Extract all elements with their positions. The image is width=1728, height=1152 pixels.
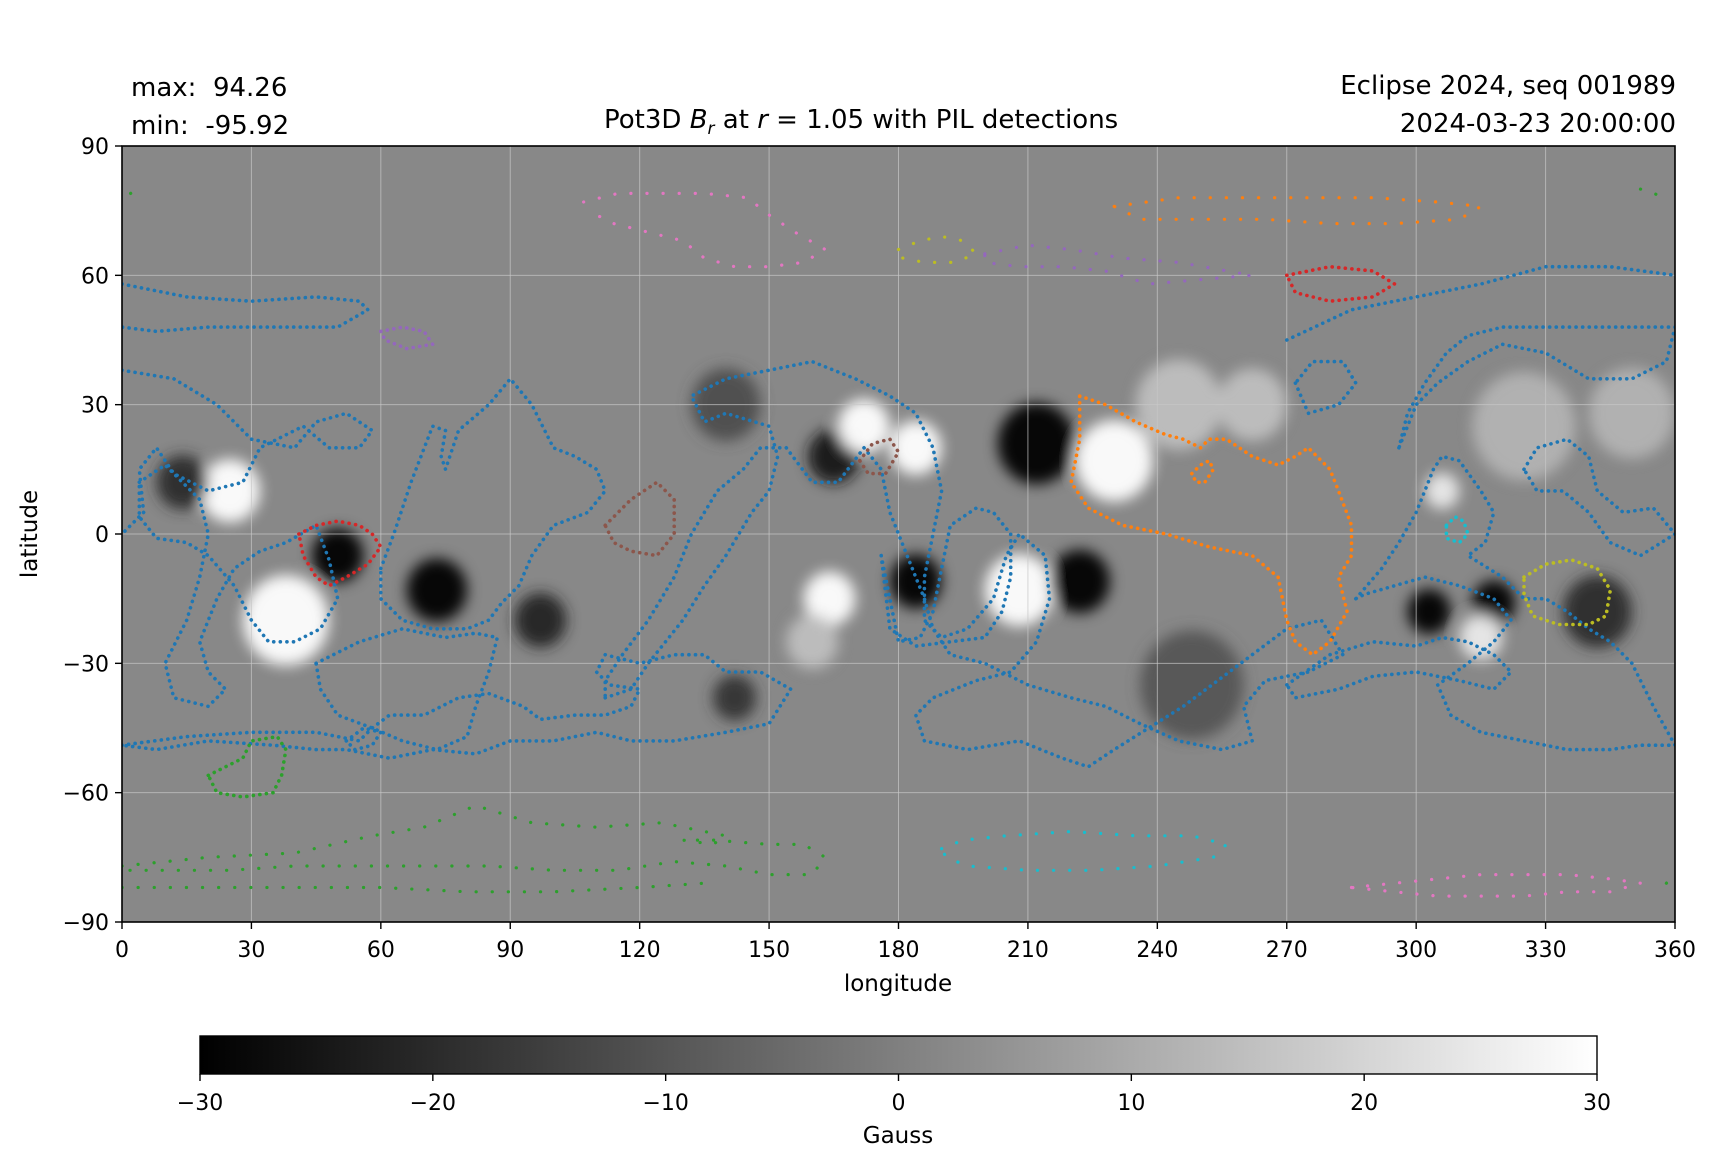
pil-contour <box>1444 514 1470 545</box>
pil-contour <box>603 480 677 558</box>
x-tick-label: 270 <box>1266 938 1308 963</box>
y-tick-label: 0 <box>95 523 109 548</box>
pil-contour <box>1397 325 1675 450</box>
colorbar-axis: −30 −20 −10 0 10 20 30 <box>177 1074 1611 1116</box>
pil-contour <box>122 368 375 536</box>
pil-contour <box>1285 264 1397 304</box>
y-tick-label: −90 <box>63 911 109 936</box>
pil-contour <box>378 376 608 631</box>
chart-title: Pot3D Br at r = 1.05 with PIL detections <box>604 107 1118 138</box>
pil-contour <box>1069 394 1354 657</box>
pil-contour <box>1285 264 1675 342</box>
pil-contour <box>857 437 901 476</box>
field-blob <box>1075 419 1154 502</box>
field-blob <box>803 571 856 626</box>
pil-contour <box>122 652 793 761</box>
y-tick-label: −30 <box>63 652 109 677</box>
info-line1: Eclipse 2024, seq 001989 <box>1340 71 1676 101</box>
colorbar-tick-label: 10 <box>1117 1091 1145 1116</box>
colorbar-tick-label: −30 <box>177 1091 223 1116</box>
colorbar-tick-label: 20 <box>1350 1091 1378 1116</box>
colorbar-tick-label: 0 <box>892 1091 906 1116</box>
pil-contour <box>1293 359 1358 416</box>
colorbar <box>199 1035 1598 1075</box>
x-tick-label: 60 <box>367 938 395 963</box>
x-tick-label: 30 <box>237 938 265 963</box>
field-blob <box>838 399 890 454</box>
pil-contour <box>1190 458 1216 485</box>
title-text: Pot3D Br at r = 1.05 with PIL detections <box>604 105 1119 140</box>
x-tick-label: 90 <box>496 938 524 963</box>
field-blob <box>1049 549 1110 614</box>
pil-contour <box>378 325 435 351</box>
field-blob <box>786 614 839 669</box>
y-axis-label: latitude <box>17 490 43 578</box>
x-tick-label: 210 <box>1007 938 1049 963</box>
colorbar-tick-label: −20 <box>410 1091 456 1116</box>
field-blob <box>242 574 330 666</box>
field-blob <box>1588 367 1675 459</box>
field-blob <box>156 455 209 510</box>
field-blob <box>311 528 364 583</box>
pil-contour <box>297 519 383 588</box>
pil-contour <box>879 506 1013 648</box>
x-axis: 0 30 60 90 120 150 180 210 240 270 300 330 360 <box>115 922 1696 963</box>
max-value: 94.26 <box>212 73 288 103</box>
y-tick-label: 90 <box>81 135 109 160</box>
pil-contour <box>1349 872 1643 898</box>
field-blob <box>997 402 1076 485</box>
field-blob <box>889 420 942 475</box>
pil-contour <box>1522 437 1675 558</box>
x-tick-label: 150 <box>748 938 790 963</box>
x-tick-label: 240 <box>1136 938 1178 963</box>
field-blob <box>1140 630 1244 740</box>
x-tick-label: 120 <box>619 938 661 963</box>
field-blob <box>1424 472 1460 510</box>
field-blob <box>406 558 468 622</box>
x-tick-label: 360 <box>1654 938 1696 963</box>
pil-contour <box>137 463 340 709</box>
field-blob <box>1472 580 1516 626</box>
y-axis: −90 −60 −30 0 30 60 90 <box>63 135 122 936</box>
pil-contour <box>122 282 370 334</box>
x-tick-label: 300 <box>1395 938 1437 963</box>
grid <box>122 146 1675 922</box>
x-tick-label: 330 <box>1525 938 1567 963</box>
colorbar-tick-label: 30 <box>1583 1091 1611 1116</box>
min-value: -95.92 <box>205 111 290 141</box>
pil-contour <box>1285 635 1513 700</box>
x-tick-label: 180 <box>878 938 920 963</box>
x-axis-label: longitude <box>844 971 952 997</box>
field-blob <box>713 675 757 721</box>
info-line2: 2024-03-23 20:00:00 <box>1399 109 1676 139</box>
x-tick-label: 0 <box>115 938 129 963</box>
field-blob <box>1407 588 1451 635</box>
field-blob <box>1459 614 1503 661</box>
max-label: max: 94.26 <box>131 73 288 103</box>
colorbar-tick-label: −10 <box>642 1091 688 1116</box>
pil-contour <box>206 734 288 799</box>
pil-contour <box>603 359 1345 769</box>
pil-contour <box>344 726 383 752</box>
y-tick-label: 60 <box>81 264 109 289</box>
field-blob <box>514 593 567 648</box>
min-label: min: -95.92 <box>131 111 290 141</box>
field-blob <box>1472 371 1576 481</box>
y-tick-label: −60 <box>63 782 109 807</box>
y-tick-label: 30 <box>81 394 109 419</box>
pil-contours <box>122 183 1675 898</box>
pil-contour <box>983 243 1254 286</box>
colorbar-label: Gauss <box>863 1123 933 1149</box>
field-blob <box>1562 575 1632 648</box>
